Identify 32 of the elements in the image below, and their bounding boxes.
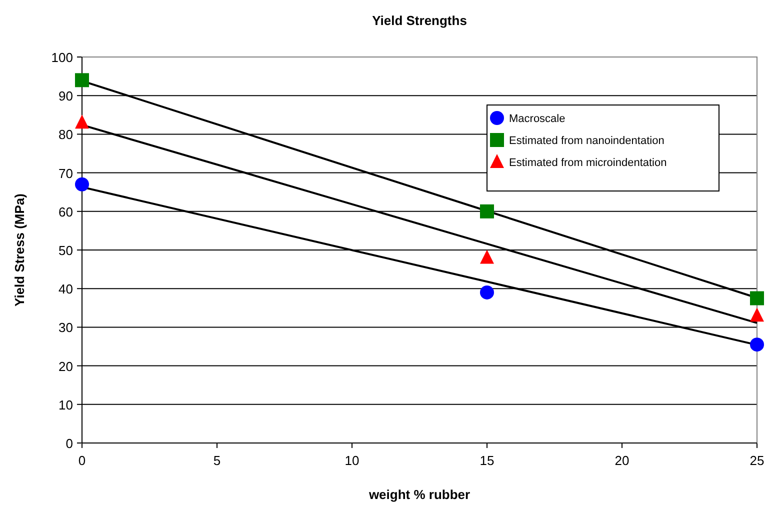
y-tick-label: 100 xyxy=(51,50,73,65)
y-tick-label: 20 xyxy=(58,358,73,374)
y-tick-label: 70 xyxy=(58,166,73,181)
y-tick-label: 90 xyxy=(58,88,73,104)
x-tick-label: 15 xyxy=(480,453,494,468)
point xyxy=(750,308,764,322)
point xyxy=(480,204,494,218)
point xyxy=(480,250,494,264)
legend-label: Estimated from microindentation xyxy=(509,157,667,169)
x-tick-label: 0 xyxy=(78,453,86,468)
y-tick-label: 80 xyxy=(58,127,73,142)
x-tick-label: 5 xyxy=(213,453,221,468)
y-tick-label: 60 xyxy=(58,204,73,220)
chart-title: Yield Strengths xyxy=(372,13,467,28)
y-axis-title: Yield Stress (MPa) xyxy=(12,194,27,306)
x-tick-label: 20 xyxy=(614,453,630,468)
x-axis-title: weight % rubber xyxy=(368,487,470,502)
legend-label: Estimated from nanoindentation xyxy=(509,135,664,147)
point xyxy=(75,114,89,129)
legend-label: Macroscale xyxy=(509,113,566,125)
point xyxy=(75,73,89,88)
x-tick-label: 25 xyxy=(750,453,764,468)
x-tick-label: 10 xyxy=(344,453,360,468)
y-tick-label: 0 xyxy=(66,436,73,451)
point xyxy=(750,338,764,352)
y-tick-label: 50 xyxy=(58,243,73,258)
point xyxy=(75,177,89,192)
y-tick-label: 40 xyxy=(58,282,73,297)
point xyxy=(750,291,764,306)
y-tick-label: 10 xyxy=(58,397,73,412)
y-tick-label: 30 xyxy=(58,320,73,336)
point xyxy=(480,285,494,300)
